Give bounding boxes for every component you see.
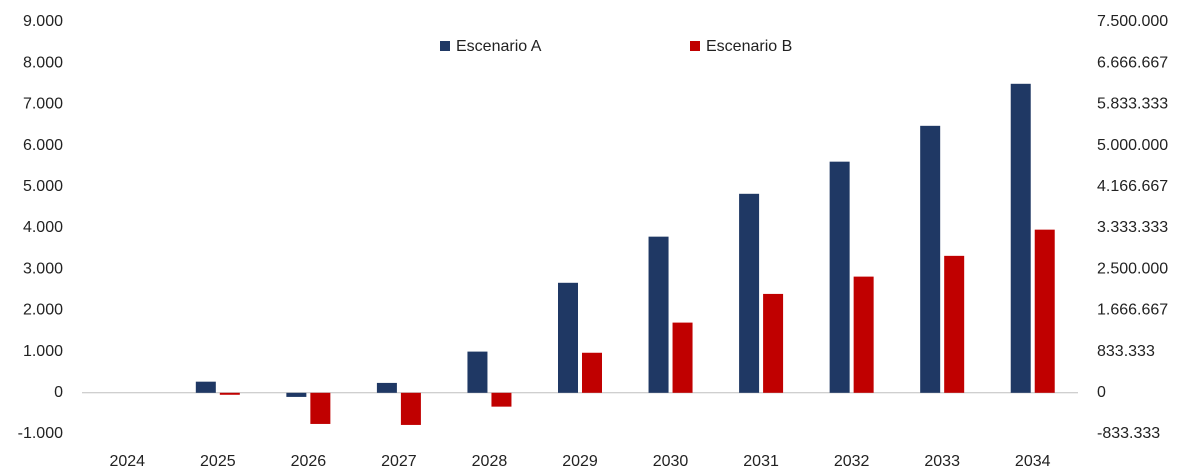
x-tick-label: 2033 [924,453,960,470]
y-tick-label: 5.000 [23,178,63,195]
bar [920,125,941,393]
legend-label: Escenario B [706,38,792,55]
y-tick-label: -1.000 [18,425,63,442]
x-tick-label: 2031 [743,453,779,470]
y-tick-label: 6.000 [23,137,63,154]
bar [286,392,307,397]
x-tick-label: 2027 [381,453,417,470]
y2-tick-label: 0 [1097,384,1106,401]
bar [763,293,784,393]
x-tick-label: 2032 [834,453,870,470]
y-tick-label: 9.000 [23,13,63,30]
y2-tick-label: 6.666.667 [1097,54,1168,71]
x-tick-label: 2029 [562,453,598,470]
y2-tick-label: 5.833.333 [1097,96,1168,113]
bar [376,382,397,393]
y-tick-label: 7.000 [23,96,63,113]
y-tick-label: 1.000 [23,343,63,360]
bar [853,276,874,393]
y-tick-label: 0 [54,384,63,401]
y2-tick-label: 4.166.667 [1097,178,1168,195]
y-tick-label: 3.000 [23,260,63,277]
bar [1010,83,1031,393]
bar [1034,229,1055,393]
y2-tick-label: 833.333 [1097,343,1155,360]
bar [739,193,760,393]
x-tick-label: 2034 [1015,453,1051,470]
y2-tick-label: 3.333.333 [1097,219,1168,236]
bar [467,351,488,393]
bar [672,322,693,393]
bar [400,392,421,425]
y-tick-label: 2.000 [23,302,63,319]
legend-swatch [690,41,700,51]
bar [558,282,578,393]
y2-tick-label: -833.333 [1097,425,1160,442]
x-tick-label: 2030 [653,453,689,470]
bar [195,381,216,393]
bar [944,255,965,393]
bar [219,392,240,395]
y2-tick-label: 2.500.000 [1097,260,1168,277]
x-tick-label: 2024 [109,453,145,470]
x-tick-label: 2028 [472,453,508,470]
bar [310,392,331,424]
bar [648,236,669,393]
bar [582,352,602,393]
bar [491,392,512,407]
y-tick-label: 8.000 [23,54,63,71]
bar [829,161,850,393]
y2-tick-label: 1.666.667 [1097,302,1168,319]
x-tick-label: 2026 [291,453,327,470]
x-tick-label: 2025 [200,453,236,470]
y2-tick-label: 7.500.000 [1097,13,1168,30]
legend-label: Escenario A [456,38,542,55]
y-tick-label: 4.000 [23,219,63,236]
y2-tick-label: 5.000.000 [1097,137,1168,154]
legend-swatch [440,41,450,51]
